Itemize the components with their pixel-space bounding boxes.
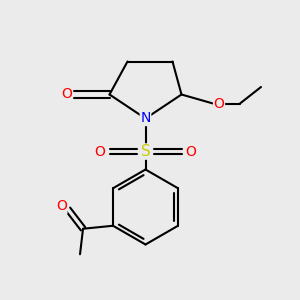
Text: O: O — [214, 97, 224, 110]
Text: N: N — [140, 112, 151, 125]
Text: O: O — [56, 199, 67, 213]
Text: O: O — [61, 88, 72, 101]
Text: O: O — [94, 145, 105, 158]
Text: S: S — [141, 144, 150, 159]
Text: O: O — [186, 145, 196, 158]
